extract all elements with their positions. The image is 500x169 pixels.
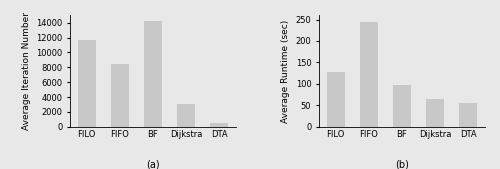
Bar — [459, 103, 477, 127]
Y-axis label: Average Iteration Number: Average Iteration Number — [22, 12, 30, 130]
Bar — [426, 99, 444, 127]
Text: (a): (a) — [146, 159, 160, 169]
Y-axis label: Average Runtime (sec): Average Runtime (sec) — [281, 19, 290, 123]
Bar — [210, 123, 229, 127]
Bar — [110, 64, 129, 127]
Bar — [177, 104, 196, 127]
Text: (b): (b) — [395, 159, 409, 169]
Bar — [360, 22, 378, 127]
Bar — [78, 41, 96, 127]
Bar — [144, 21, 162, 127]
Bar — [393, 85, 411, 127]
Bar — [326, 72, 345, 127]
